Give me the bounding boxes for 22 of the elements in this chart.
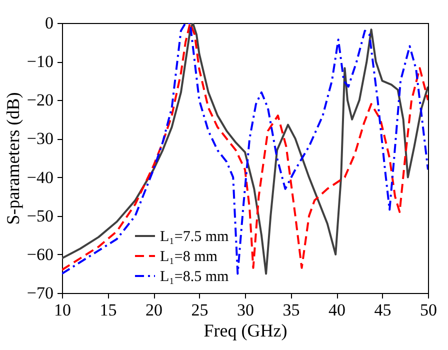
- x-axis-title: Freq (GHz): [204, 320, 288, 340]
- x-tick-label: 40: [328, 300, 346, 320]
- x-tick-label: 15: [100, 300, 117, 320]
- y-tick-label: 0: [45, 14, 54, 32]
- x-tick-label: 30: [237, 300, 254, 320]
- y-tick-label: −20: [26, 90, 54, 110]
- y-axis-title: S-parameters (dB): [2, 92, 23, 225]
- legend-label: L₁=7.5 mm: [160, 229, 230, 245]
- y-tick-label: −50: [26, 206, 54, 226]
- y-tick-label: −40: [26, 168, 54, 187]
- legend-label: L₁=8 mm: [160, 249, 218, 265]
- x-tick-label: 35: [282, 300, 300, 320]
- x-tick-label: 10: [54, 300, 71, 320]
- x-tick-label: 45: [374, 300, 392, 320]
- x-tick-label: 50: [420, 300, 437, 320]
- x-tick-label: 25: [191, 300, 208, 320]
- y-tick-label: −60: [26, 244, 54, 264]
- legend-label: L₁=8.5 mm: [160, 269, 230, 285]
- y-tick-label: −10: [26, 52, 54, 72]
- y-tick-label: −70: [26, 284, 54, 302]
- x-tick-label: 20: [146, 300, 162, 320]
- y-tick-label: −30: [26, 129, 54, 148]
